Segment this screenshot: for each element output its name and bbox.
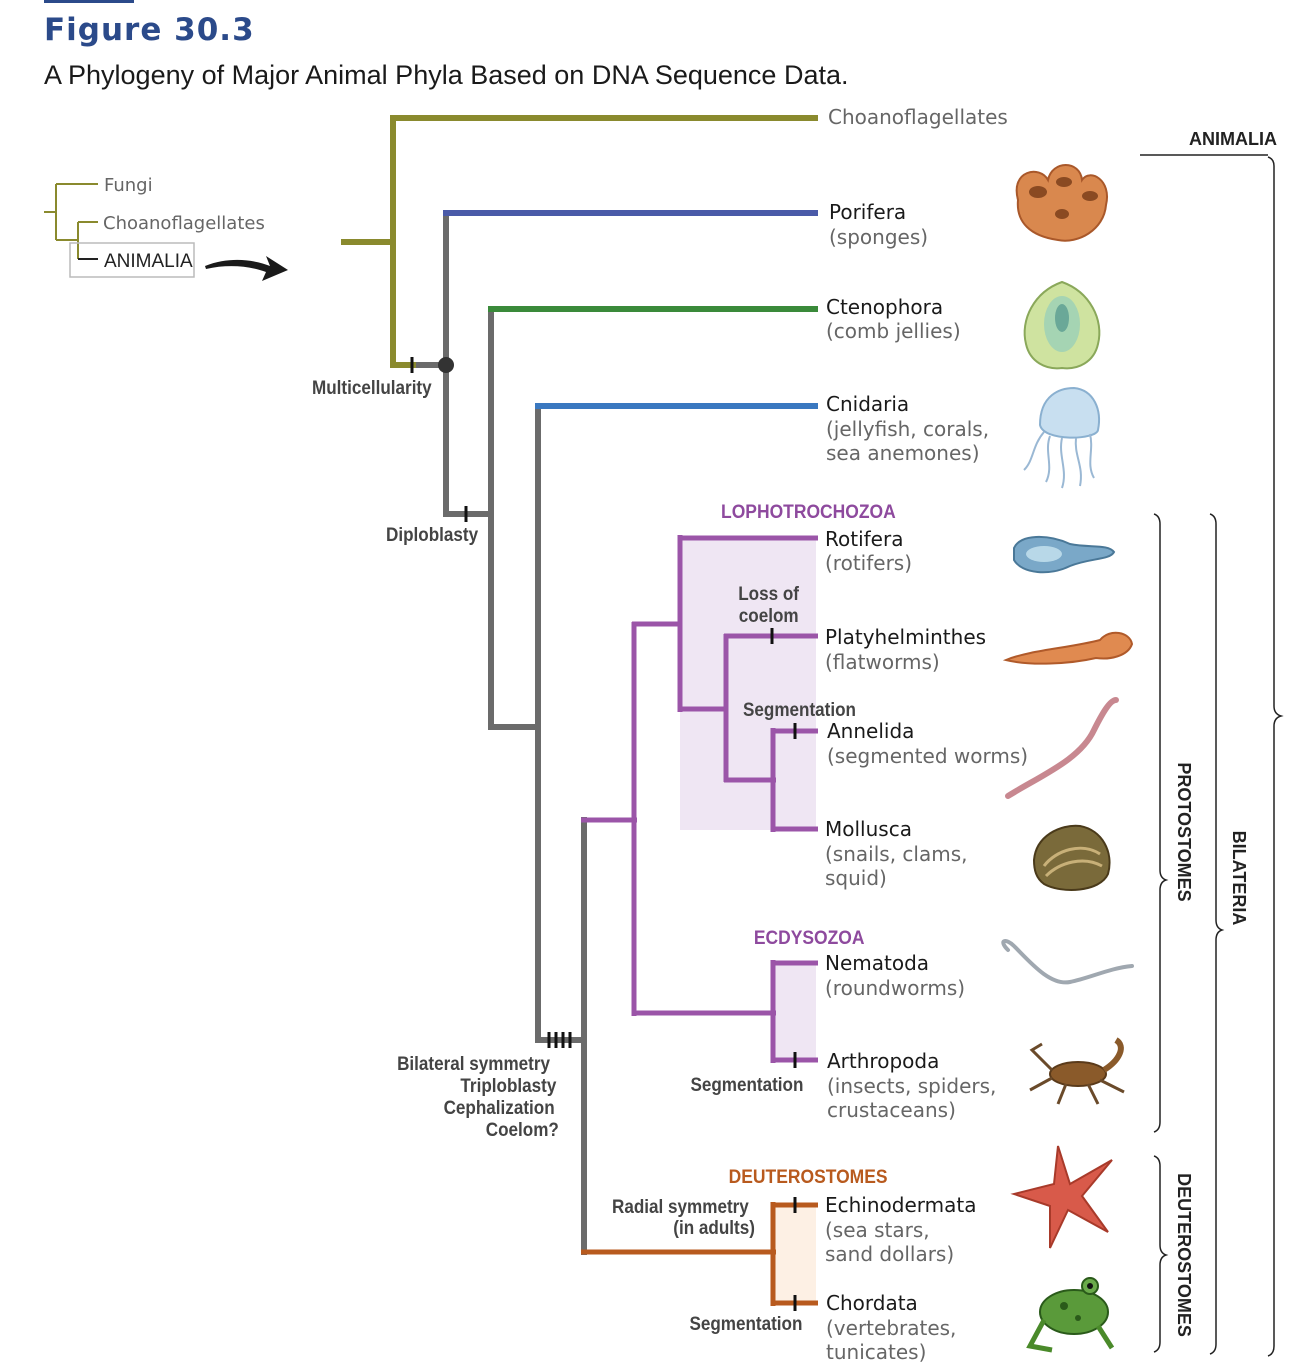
earthworm-icon — [1005, 697, 1119, 799]
bracket-deuterostomes: DEUTEROSTOMES — [1174, 1173, 1194, 1337]
flatworm-icon — [1002, 631, 1134, 665]
arrow-icon — [205, 256, 288, 281]
clam-icon — [1032, 824, 1111, 891]
roundworm-icon — [1001, 939, 1134, 985]
figure-top-rule — [44, 0, 134, 3]
bracket-animalia: ANIMALIA — [1189, 129, 1277, 149]
label-chordata: Chordata — [826, 1291, 918, 1315]
label-rotifera: Rotifera — [825, 527, 903, 551]
inset-cladogram — [44, 183, 98, 260]
char-segmentation-chordata: Segmentation — [689, 1313, 802, 1334]
common-cnidaria-1: (jellyfish, corals, — [826, 417, 989, 441]
common-mollusca-2: squid) — [825, 866, 887, 890]
char-diploblasty: Diploblasty — [386, 524, 478, 545]
sea-star-icon — [1010, 1145, 1113, 1249]
label-mollusca: Mollusca — [825, 817, 912, 841]
common-arthropoda-1: (insects, spiders, — [827, 1074, 996, 1098]
char-loss-of-coelom-1: Loss of — [738, 583, 800, 604]
char-loss-of-coelom-2: coelom — [739, 605, 799, 626]
right-brackets — [1140, 154, 1284, 1357]
char-segmentation-annelida: Segmentation — [743, 699, 856, 720]
common-platyhelminthes: (flatworms) — [825, 650, 940, 674]
common-rotifera: (rotifers) — [825, 551, 912, 575]
lophotrochozoa-shade — [680, 537, 816, 830]
group-lophotrochozoa: LOPHOTROCHOZOA — [721, 500, 896, 522]
label-ctenophora: Ctenophora — [826, 295, 943, 319]
common-porifera: (sponges) — [829, 225, 928, 249]
common-mollusca-1: (snails, clams, — [825, 842, 967, 866]
common-chordata-2: tunicates) — [826, 1340, 926, 1364]
label-cnidaria: Cnidaria — [826, 392, 909, 416]
common-echinodermata-2: sand dollars) — [825, 1242, 954, 1266]
char-bilateral-3: Cephalization — [444, 1097, 555, 1118]
comb-jelly-icon — [1023, 280, 1101, 370]
scorpion-icon — [1029, 1037, 1125, 1105]
char-bilateral-4: Coelom? — [486, 1119, 559, 1140]
bracket-bilateria: BILATERIA — [1229, 831, 1249, 926]
common-nematoda: (roundworms) — [825, 976, 965, 1000]
ecdysozoa-shade — [773, 963, 816, 1060]
character-ticks — [410, 357, 797, 1311]
inset-animalia-box — [69, 242, 195, 278]
inset-fungi-label: Fungi — [104, 175, 153, 196]
label-platyhelminthes: Platyhelminthes — [825, 625, 986, 649]
common-cnidaria-2: sea anemones) — [826, 441, 980, 465]
deuterostome-shade — [773, 1205, 816, 1303]
inset-choanoflagellates-label: Choanoflagellates — [103, 213, 265, 234]
label-annelida: Annelida — [827, 719, 914, 743]
tree-branches — [341, 115, 818, 1306]
frog-icon — [1026, 1277, 1115, 1353]
char-radial-2: (in adults) — [673, 1217, 755, 1238]
bracket-protostomes: PROTOSTOMES — [1174, 762, 1194, 901]
group-ecdysozoa: ECDYSOZOA — [754, 926, 865, 948]
label-echinodermata: Echinodermata — [825, 1193, 976, 1217]
inset-animalia-label: ANIMALIA — [104, 251, 193, 272]
sponge-icon — [1015, 164, 1109, 242]
label-arthropoda: Arthropoda — [827, 1049, 939, 1073]
label-porifera: Porifera — [829, 200, 906, 224]
ancestor-node — [438, 357, 454, 373]
char-multicellularity: Multicellularity — [312, 377, 432, 398]
figure-caption: A Phylogeny of Major Animal Phyla Based … — [44, 60, 849, 90]
jellyfish-icon — [1023, 386, 1100, 489]
common-chordata-1: (vertebrates, — [826, 1316, 956, 1340]
label-nematoda: Nematoda — [825, 951, 929, 975]
rotifer-icon — [1013, 535, 1116, 574]
char-radial-1: Radial symmetry — [612, 1196, 749, 1217]
group-deuterostomes: DEUTEROSTOMES — [729, 1165, 888, 1187]
common-annelida: (segmented worms) — [827, 744, 1028, 768]
char-segmentation-arthropoda: Segmentation — [690, 1074, 803, 1095]
char-bilateral-1: Bilateral symmetry — [397, 1053, 550, 1074]
label-choanoflagellates: Choanoflagellates — [828, 105, 1008, 129]
figure-label: Figure 30.3 — [44, 12, 255, 48]
common-echinodermata-1: (sea stars, — [825, 1218, 930, 1242]
common-arthropoda-2: crustaceans) — [827, 1098, 956, 1122]
common-ctenophora: (comb jellies) — [826, 319, 961, 343]
char-bilateral-2: Triploblasty — [460, 1075, 556, 1096]
